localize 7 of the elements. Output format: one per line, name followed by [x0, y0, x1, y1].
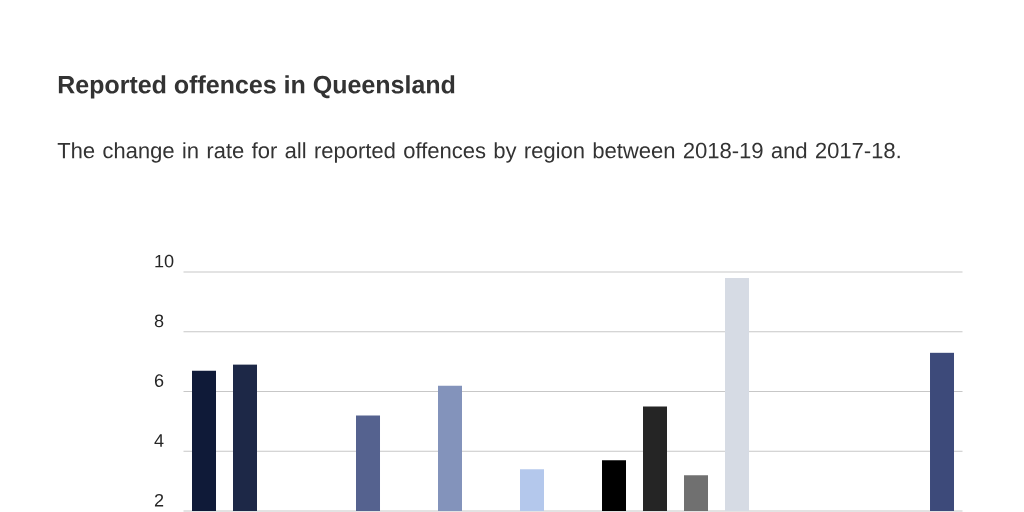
y-tick-label: 2	[154, 493, 164, 507]
y-tick-label: 4	[154, 434, 164, 447]
chart-subtitle: The change in rate for all reported offences by region between 2018-19 and 2017-18.	[57, 142, 900, 163]
y-tick-label: 10	[155, 254, 174, 268]
chart-title: Reported offences in Queensland	[58, 75, 455, 99]
y-tick-label: 8	[154, 314, 164, 328]
y-tick-label: 6	[154, 374, 164, 387]
